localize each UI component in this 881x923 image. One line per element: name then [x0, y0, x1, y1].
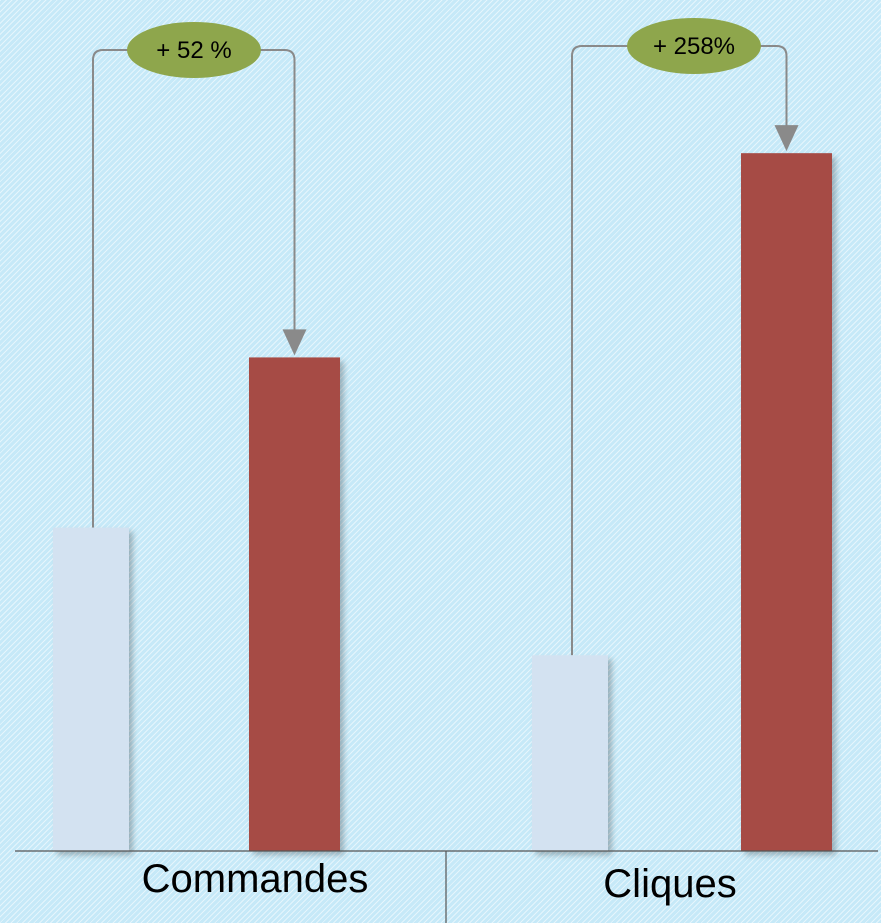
arrow-head-cliques [774, 125, 799, 152]
bar-after-commandes [249, 357, 340, 851]
change-label-cliques: + 258% [653, 33, 735, 60]
category-label-cliques: Cliques [603, 862, 736, 906]
bar-after-cliques [741, 153, 832, 851]
bar-before-commandes [53, 527, 129, 851]
category-label-commandes: Commandes [142, 857, 369, 901]
change-badge-commandes [127, 22, 261, 78]
bar-before-cliques [532, 655, 608, 851]
change-label-commandes: + 52 % [156, 37, 231, 64]
change-badge-cliques [627, 18, 761, 74]
arrow-head-commandes [282, 329, 307, 356]
